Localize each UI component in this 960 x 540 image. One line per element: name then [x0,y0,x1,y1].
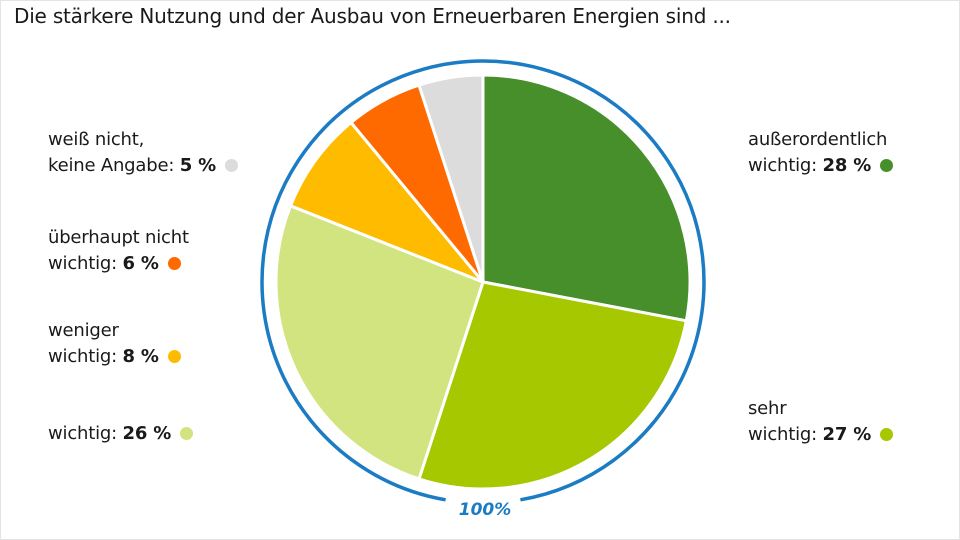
legend-label: weniger wichtig: [48,320,119,367]
legend-item: außerordentlich wichtig: 28 % [748,127,894,179]
legend-swatch [880,159,894,172]
total-label: 100% [459,500,512,520]
legend-value: 28 % [822,155,872,176]
legend-label: sehr wichtig: [748,398,817,445]
legend-value: 6 % [122,253,159,274]
legend-swatch [880,428,894,441]
legend-swatch [167,350,181,363]
legend-item: überhaupt nicht wichtig: 6 % [48,225,189,277]
legend-item: wichtig: 26 % [48,421,194,447]
legend-value: 8 % [122,346,159,367]
pie-slice [417,73,485,284]
legend-swatch [167,257,181,270]
legend-swatch [180,427,194,440]
legend-value: 5 % [179,155,216,176]
legend-label: wichtig: [48,423,117,444]
pie-slice [481,73,692,323]
total-ring [260,59,706,502]
pie-slice [289,121,485,284]
pie-slice [274,204,485,481]
legend-label: überhaupt nicht wichtig: [48,227,189,274]
legend-swatch [224,159,238,172]
pie-slice [417,280,688,491]
legend-item: weiß nicht, keine Angabe: 5 % [48,127,238,179]
legend-value: 27 % [822,424,872,445]
legend-label: außerordentlich wichtig: [748,129,888,176]
legend-item: weniger wichtig: 8 % [48,318,181,370]
legend-value: 26 % [122,423,172,444]
legend-item: sehr wichtig: 27 % [748,396,894,448]
chart-title: Die stärkere Nutzung und der Ausbau von … [14,4,731,28]
legend-label: weiß nicht, keine Angabe: [48,129,175,176]
